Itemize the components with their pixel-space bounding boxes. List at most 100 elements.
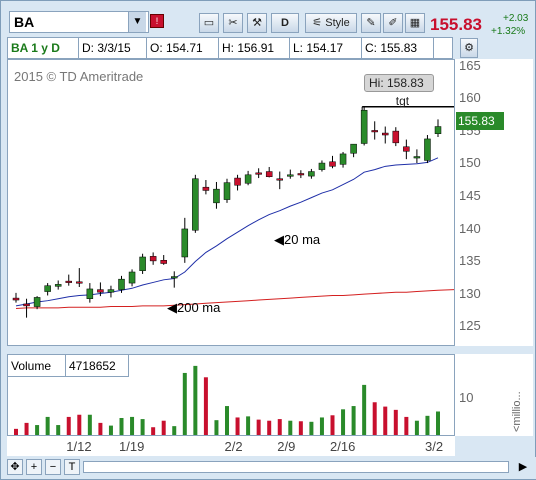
candle-body <box>33 297 41 307</box>
pencil-icon[interactable]: ✎ <box>361 13 381 33</box>
candle-body <box>234 177 241 186</box>
candle-body <box>276 178 283 181</box>
time-axis-tick: 2/2 <box>224 439 243 454</box>
candle-body <box>287 174 294 177</box>
price-axis-tick: 135 <box>459 253 481 269</box>
tools-icon[interactable]: ⚒ <box>247 13 267 33</box>
pan-icon[interactable]: ✥ <box>7 459 23 475</box>
volume-bar <box>182 372 187 435</box>
candle-body <box>308 171 315 177</box>
high-value: H: 156.91 <box>219 38 290 58</box>
price-axis-tick: 125 <box>459 318 481 334</box>
volume-bar <box>130 416 135 435</box>
price-chart[interactable]: 2015 © TD Ameritrade tgt Hi: 158.83 ◀20 … <box>7 59 455 346</box>
volume-bar <box>24 422 29 435</box>
volume-bar <box>140 419 145 435</box>
volume-chart[interactable]: Volume 4718652 <box>7 354 455 436</box>
sma200-label: ◀200 ma <box>167 300 221 315</box>
price-axis-tick: 165 <box>459 57 481 73</box>
net-change: +2.03 <box>503 13 529 24</box>
time-axis: 1/12 1/19 2/2 2/9 2/16 3/2 <box>7 436 455 456</box>
sma200-label-text: 200 ma <box>177 300 221 315</box>
toolbar: BA ▼ ! ▭ ✂ ⚒ D ⚟ Style ✎ ✐ ▦ 155.83 +2.0… <box>3 5 533 37</box>
candle-body <box>382 132 389 136</box>
text-tool-icon[interactable]: T <box>64 459 80 475</box>
volume-bar <box>414 420 419 435</box>
volume-bar <box>214 420 219 435</box>
candle-body <box>329 161 336 167</box>
volume-bar <box>351 406 356 435</box>
settings-icon[interactable]: ⚙ <box>460 38 478 58</box>
volume-bar <box>298 421 303 435</box>
target-label: tgt <box>396 94 410 108</box>
volume-bar <box>288 420 293 435</box>
candle-body <box>171 276 178 279</box>
candle-body <box>128 271 136 284</box>
volume-axis: 10 <millio... <box>455 354 533 436</box>
zoom-out-icon[interactable]: − <box>45 459 61 475</box>
volume-bar <box>267 420 272 435</box>
current-price-label: 155.83 <box>456 112 504 130</box>
candle-body <box>86 288 94 299</box>
timeframe-button[interactable]: D <box>271 13 299 33</box>
sma200-line <box>15 289 454 310</box>
volume-bar <box>161 420 166 435</box>
volume-axis-unit: <millio... <box>511 391 523 432</box>
close-value: C: 155.83 <box>362 38 434 58</box>
open-value: O: 154.71 <box>147 38 219 58</box>
volume-bar <box>436 411 440 435</box>
candle-body <box>360 109 368 144</box>
candle-body <box>223 182 231 200</box>
candle-body <box>297 173 305 176</box>
info-bar: BA 1 y D D: 3/3/15 O: 154.71 H: 156.91 L… <box>7 37 453 59</box>
candle-body <box>44 285 51 292</box>
style-icon: ⚟ <box>312 17 323 29</box>
price-plot: tgt <box>12 94 454 318</box>
volume-bar <box>56 425 61 435</box>
symbol-dropdown-icon[interactable]: ▼ <box>128 12 146 32</box>
volume-bar <box>425 415 430 435</box>
style-label: Style <box>325 17 350 29</box>
date-value: D: 3/3/15 <box>79 38 147 58</box>
candle-body <box>97 289 104 293</box>
volume-bar <box>235 417 240 435</box>
candle-body <box>318 162 326 170</box>
low-value: L: 154.17 <box>290 38 362 58</box>
candle-body <box>350 143 357 154</box>
chart-title[interactable]: BA 1 y D <box>8 38 79 58</box>
style-button[interactable]: ⚟ Style <box>305 13 357 33</box>
volume-bar <box>77 414 82 435</box>
time-axis-tick: 1/19 <box>119 439 145 454</box>
volume-bar <box>87 414 92 435</box>
candle-body <box>244 174 252 184</box>
volume-bar <box>372 402 377 435</box>
sma20-line <box>15 157 439 307</box>
volume-bar <box>172 426 177 435</box>
volume-bar <box>404 416 409 435</box>
folder-icon[interactable]: ▭ <box>199 13 219 33</box>
last-price: 155.83 <box>430 15 482 34</box>
studies-icon[interactable]: ✂ <box>223 13 243 33</box>
sma20-label: ◀20 ma <box>274 232 321 247</box>
volume-bar <box>330 415 335 435</box>
price-axis-tick: 140 <box>459 220 481 236</box>
candle-body <box>149 256 157 262</box>
drawing-icon[interactable]: ✐ <box>383 13 403 33</box>
scroll-right-icon[interactable]: ▶ <box>518 461 528 473</box>
candle-body <box>403 146 410 152</box>
zoom-in-icon[interactable]: + <box>26 459 42 475</box>
candle-body <box>23 303 30 307</box>
volume-bar <box>225 406 229 435</box>
horizontal-scrollbar[interactable] <box>83 461 509 473</box>
volume-bar <box>98 422 103 435</box>
alert-flag-icon[interactable]: ! <box>150 14 164 28</box>
copyright-text: 2015 © TD Ameritrade <box>14 69 144 84</box>
volume-bar <box>309 421 314 435</box>
price-axis-tick: 160 <box>459 90 481 106</box>
grid-icon[interactable]: ▦ <box>405 13 425 33</box>
volume-bar <box>383 406 388 435</box>
volume-plot <box>14 365 440 435</box>
footer-bar: ✥ + − T ▶ <box>1 457 536 479</box>
symbol-input[interactable]: BA <box>9 11 149 33</box>
